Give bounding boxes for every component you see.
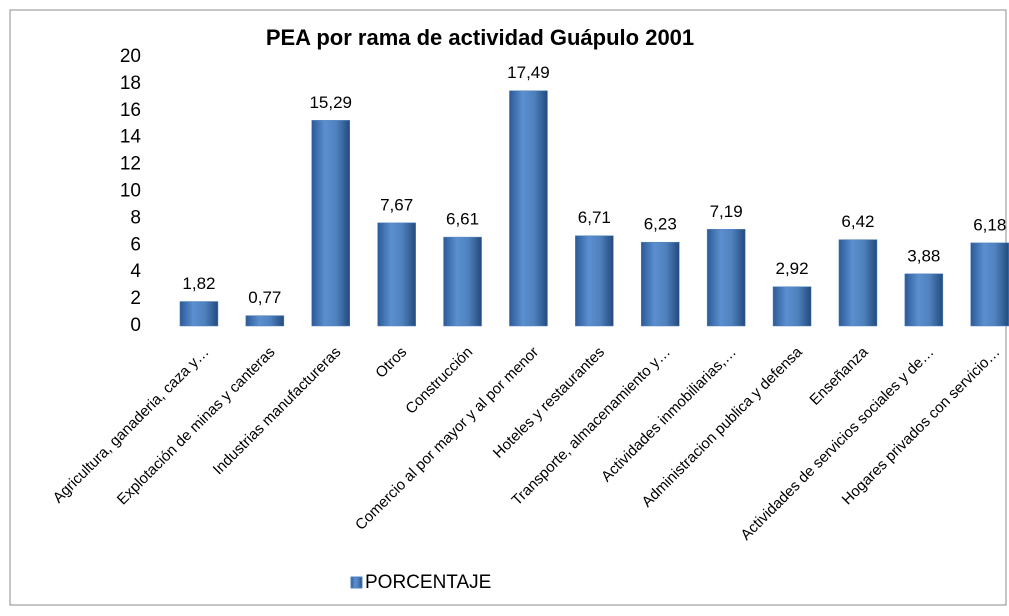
y-tick-label: 10	[120, 181, 141, 202]
data-label: 1,82	[182, 274, 215, 293]
y-tick-label: 16	[120, 100, 141, 121]
data-label: 7,19	[710, 202, 743, 221]
bar	[838, 239, 878, 327]
bar	[641, 241, 680, 327]
bar	[245, 315, 285, 327]
y-tick-label: 14	[120, 127, 142, 148]
data-label: 6,71	[578, 208, 611, 227]
data-label: 7,67	[380, 195, 413, 214]
data-label: 6,23	[644, 215, 677, 234]
data-label: 6,18	[973, 215, 1006, 234]
y-tick-label: 4	[130, 261, 141, 282]
y-tick-label: 8	[130, 207, 141, 228]
bar	[179, 301, 219, 327]
y-tick-label: 0	[130, 315, 141, 336]
y-tick-label: 2	[130, 288, 141, 309]
bar	[509, 90, 548, 327]
bar	[311, 120, 350, 327]
legend-label: PORCENTAJE	[365, 572, 491, 593]
data-label: 3,88	[907, 246, 940, 265]
bar	[904, 273, 944, 327]
chart-title: PEA por rama de actividad Guápulo 2001	[266, 25, 694, 50]
y-tick-label: 12	[120, 154, 141, 175]
bar	[443, 236, 482, 327]
bar	[706, 229, 746, 327]
data-label: 17,49	[507, 63, 550, 82]
bar	[575, 235, 614, 327]
data-label: 0,77	[248, 288, 281, 307]
y-tick-label: 18	[120, 73, 141, 94]
y-tick-label: 6	[130, 234, 141, 255]
data-label: 6,42	[841, 212, 874, 231]
legend-swatch	[350, 576, 363, 589]
data-label: 2,92	[776, 259, 809, 278]
y-tick-label: 20	[120, 46, 141, 67]
bar	[970, 242, 1009, 327]
bar	[377, 222, 416, 327]
data-label: 6,61	[446, 210, 479, 229]
data-label: 15,29	[309, 93, 352, 112]
bar	[772, 286, 812, 327]
